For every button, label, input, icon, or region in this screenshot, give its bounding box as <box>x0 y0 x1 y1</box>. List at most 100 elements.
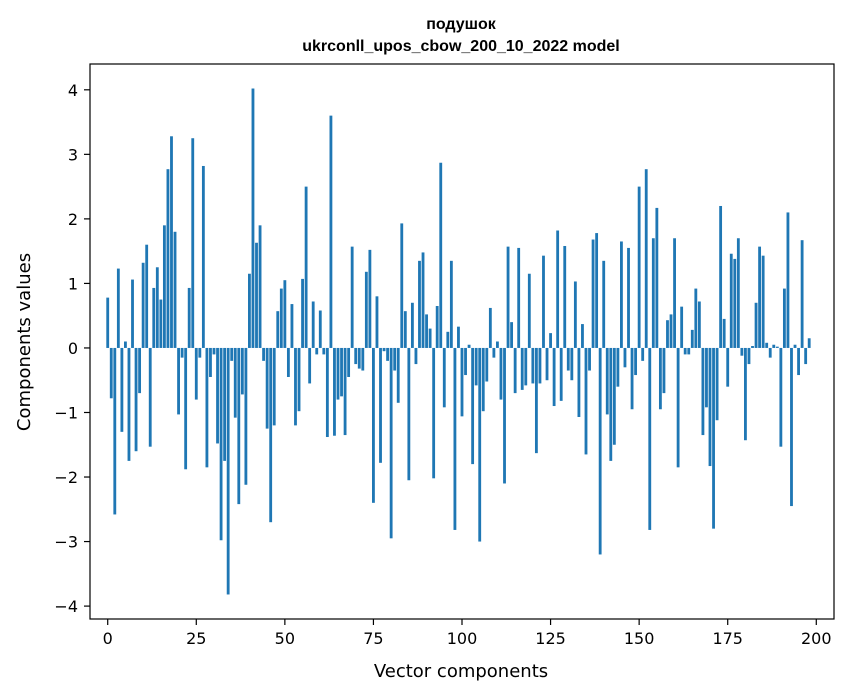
bar-92 <box>432 347 436 479</box>
bar-144 <box>616 347 620 387</box>
y-axis-label: Components values <box>14 253 35 431</box>
bar-101 <box>464 347 467 376</box>
bar-33 <box>223 347 227 461</box>
bar-51 <box>286 347 290 377</box>
bar-45 <box>265 347 269 429</box>
bar-116 <box>517 247 521 348</box>
bar-105 <box>478 347 482 542</box>
bar-87 <box>414 347 418 365</box>
bar-81 <box>393 347 397 371</box>
bar-49 <box>279 288 283 348</box>
bar-31 <box>216 347 219 444</box>
bar-183 <box>754 302 758 348</box>
bar-160 <box>673 238 676 348</box>
bar-86 <box>410 302 414 348</box>
bar-113 <box>506 246 510 348</box>
bar-174 <box>722 318 726 348</box>
bar-178 <box>736 238 740 348</box>
y-tick-label: 4 <box>68 81 78 100</box>
bar-44 <box>262 347 266 361</box>
x-tick-label: 50 <box>275 629 295 648</box>
bar-42 <box>255 242 258 348</box>
bar-175 <box>726 347 730 387</box>
bar-73 <box>364 271 368 348</box>
bar-147 <box>627 247 630 348</box>
bar-43 <box>258 225 262 348</box>
bar-106 <box>481 347 485 412</box>
bar-35 <box>230 347 234 361</box>
bar-149 <box>634 347 638 376</box>
bar-68 <box>347 347 351 377</box>
bar-141 <box>605 347 609 415</box>
bar-108 <box>488 307 492 348</box>
x-tick-label: 125 <box>535 629 566 648</box>
bar-125 <box>549 333 552 348</box>
bar-55 <box>301 278 304 348</box>
bar-103 <box>471 347 475 465</box>
bar-158 <box>666 320 669 348</box>
bar-165 <box>690 329 694 348</box>
bar-84 <box>403 311 407 348</box>
bar-170 <box>708 347 712 467</box>
bar-25 <box>194 347 198 400</box>
bar-130 <box>566 347 570 371</box>
bar-48 <box>276 311 280 348</box>
bar-123 <box>542 255 545 348</box>
y-tick-label: −2 <box>54 468 78 487</box>
x-axis-label: Vector components <box>374 661 548 682</box>
bar-157 <box>662 347 666 394</box>
bar-128 <box>559 347 563 401</box>
bar-142 <box>609 347 613 461</box>
bar-137 <box>591 239 595 348</box>
bar-3 <box>116 268 120 348</box>
bar-20 <box>177 347 180 415</box>
bar-111 <box>499 347 503 400</box>
bar-39 <box>244 347 248 485</box>
bar-38 <box>240 347 244 395</box>
bar-65 <box>336 347 340 400</box>
bar-74 <box>368 249 372 348</box>
bar-97 <box>449 260 453 348</box>
bar-124 <box>545 347 549 381</box>
bar-8 <box>134 347 138 452</box>
chart-title-line-1: подушок <box>426 16 497 33</box>
bar-1 <box>109 347 113 399</box>
bar-46 <box>269 347 273 523</box>
bar-18 <box>170 136 173 348</box>
bar-182 <box>751 346 754 348</box>
bar-52 <box>290 304 294 348</box>
bar-72 <box>361 347 365 371</box>
bar-131 <box>570 347 574 381</box>
bar-21 <box>180 347 184 358</box>
bar-89 <box>421 252 425 348</box>
bar-23 <box>187 287 191 348</box>
bar-53 <box>294 347 297 426</box>
bar-120 <box>531 347 535 384</box>
bar-184 <box>758 246 762 348</box>
bar-173 <box>719 205 723 348</box>
bar-98 <box>453 347 457 530</box>
bar-110 <box>496 341 499 348</box>
bar-30 <box>212 347 216 355</box>
bar-193 <box>790 347 793 507</box>
bar-2 <box>113 347 117 515</box>
bar-32 <box>219 347 223 541</box>
y-tick-label: 2 <box>68 210 78 229</box>
bar-171 <box>712 347 715 529</box>
bar-169 <box>705 347 708 408</box>
bar-179 <box>740 347 744 356</box>
bar-150 <box>637 186 641 348</box>
bar-152 <box>644 169 648 348</box>
bar-36 <box>233 347 237 418</box>
x-tick-label: 0 <box>103 629 113 648</box>
bar-76 <box>375 296 379 348</box>
bar-66 <box>340 347 343 397</box>
bar-77 <box>379 347 382 463</box>
bar-191 <box>782 288 786 348</box>
chart-title-line-2: ukrconll_upos_cbow_200_10_2022 model <box>302 38 619 55</box>
bar-192 <box>786 212 790 348</box>
bar-95 <box>442 347 446 408</box>
x-tick-label: 25 <box>186 629 206 648</box>
bar-9 <box>138 347 142 394</box>
